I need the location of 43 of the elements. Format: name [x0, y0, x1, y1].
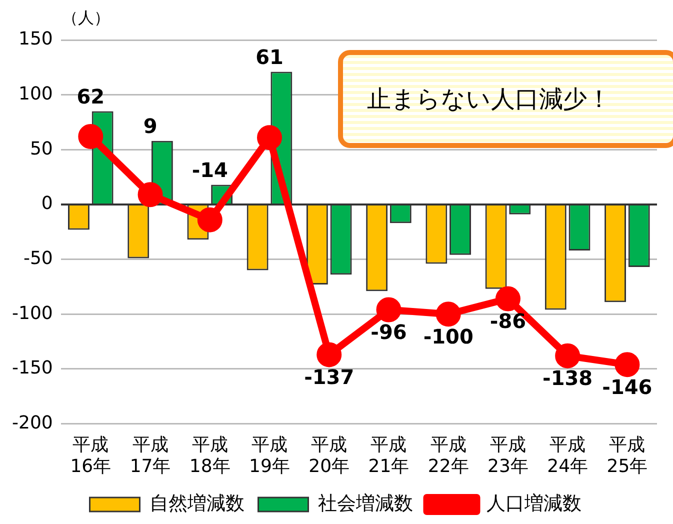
data-label: 61: [256, 45, 284, 70]
data-label: -14: [192, 158, 228, 182]
x-tick-label: 平成 19年: [249, 434, 290, 477]
data-label: -137: [304, 364, 354, 389]
data-label: 62: [76, 84, 105, 108]
point: [495, 286, 520, 312]
legend-label: 人口増減数: [486, 492, 582, 514]
x-tick-label: 平成 23年: [488, 434, 528, 477]
point: [614, 352, 640, 378]
x-tick-label: 平成 16年: [70, 434, 112, 477]
data-label: -138: [542, 366, 593, 390]
point: [197, 207, 222, 232]
data-label: -100: [423, 324, 474, 348]
x-tick-label: 平成 18年: [189, 434, 230, 477]
point: [376, 297, 402, 322]
data-label: -96: [370, 320, 407, 344]
point: [257, 125, 282, 150]
data-label: -146: [602, 374, 652, 399]
callout-box: 止まらない人口減少！: [338, 50, 673, 148]
data-label: -86: [490, 308, 526, 333]
legend-label: 自然増減数: [149, 492, 244, 514]
y-tick-label: 50: [30, 138, 53, 160]
legend-label: 社会増減数: [318, 492, 413, 514]
x-tick-label: 平成 22年: [428, 434, 469, 477]
y-tick-label: 150: [18, 28, 53, 50]
point: [316, 342, 342, 368]
y-tick-label: -50: [23, 248, 53, 269]
y-tick-label: -100: [12, 302, 53, 324]
data-label: 9: [143, 114, 158, 138]
point: [138, 182, 163, 208]
y-tick-label: -200: [12, 412, 53, 434]
point: [78, 124, 104, 149]
x-tick-label: 平成 25年: [606, 434, 648, 477]
x-tick-label: 平成 21年: [368, 434, 410, 477]
x-tick-label: 平成 20年: [308, 434, 350, 477]
x-tick-label: 平成 17年: [130, 434, 171, 477]
y-tick-label: 100: [18, 84, 53, 104]
y-tick-label: -150: [12, 358, 53, 379]
y-tick-label: 0: [41, 193, 53, 214]
y-axis-title: （人）: [62, 8, 110, 29]
point: [436, 302, 461, 327]
x-tick-label: 平成 24年: [547, 434, 588, 477]
point: [555, 343, 580, 368]
